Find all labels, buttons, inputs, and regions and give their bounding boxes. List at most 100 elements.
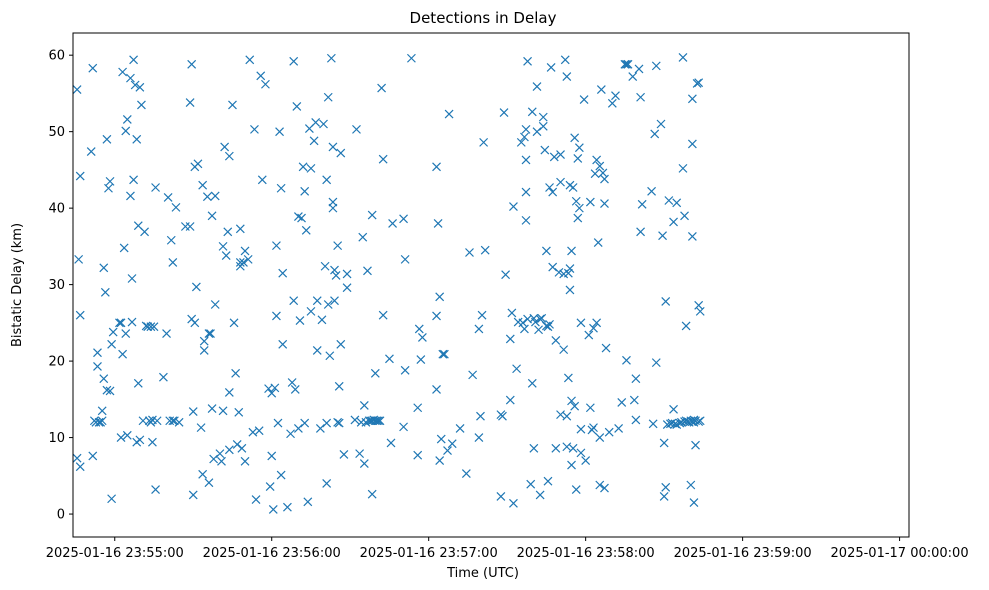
data-point — [687, 139, 697, 149]
data-point — [546, 62, 556, 72]
data-point — [210, 300, 220, 309]
data-point — [237, 443, 247, 453]
data-point — [325, 351, 335, 361]
data-point — [651, 358, 661, 368]
data-point — [99, 374, 109, 384]
data-point — [322, 175, 332, 185]
data-point — [250, 124, 259, 134]
data-point — [303, 497, 313, 507]
data-point — [672, 198, 682, 208]
data-point — [565, 264, 575, 273]
data-point — [328, 203, 338, 213]
data-point — [228, 100, 237, 110]
y-tick-label: 10 — [48, 431, 65, 446]
data-point — [545, 319, 554, 329]
data-point — [127, 317, 137, 327]
data-point — [290, 384, 300, 394]
data-point — [534, 325, 543, 335]
data-point — [435, 456, 445, 465]
data-point — [306, 306, 316, 316]
data-point — [647, 186, 657, 196]
data-point — [563, 373, 573, 383]
data-point — [265, 482, 275, 491]
data-point — [334, 381, 344, 391]
data-point — [105, 176, 115, 186]
data-point — [140, 227, 150, 237]
data-point — [581, 456, 591, 465]
data-point — [278, 339, 288, 349]
data-point — [86, 147, 96, 156]
data-point — [97, 416, 107, 426]
data-point — [166, 235, 176, 245]
data-point — [72, 85, 82, 95]
data-point — [512, 364, 522, 374]
x-axis-ticks: 2025-01-16 23:55:00 2025-01-16 23:56:00 20… — [46, 537, 969, 561]
data-point — [256, 71, 266, 81]
data-point — [229, 318, 239, 328]
data-point — [207, 404, 217, 413]
data-point — [496, 492, 506, 501]
data-point — [272, 241, 281, 251]
data-point — [370, 368, 380, 378]
data-point — [126, 191, 135, 201]
data-point — [88, 63, 98, 73]
data-point — [593, 238, 603, 247]
data-point — [367, 489, 377, 499]
data-point — [532, 127, 542, 137]
data-point — [300, 186, 310, 196]
data-point — [276, 183, 286, 193]
data-point — [629, 395, 639, 405]
data-point — [691, 440, 700, 450]
data-point — [565, 285, 575, 295]
data-point — [107, 339, 117, 349]
data-point — [592, 318, 602, 328]
data-point — [538, 112, 548, 122]
data-point — [127, 274, 137, 283]
data-point — [399, 214, 408, 224]
data-point — [499, 108, 509, 117]
data-point — [217, 456, 226, 466]
data-point — [367, 210, 377, 220]
data-point — [130, 80, 140, 90]
data-point — [372, 416, 382, 426]
data-point — [656, 119, 666, 129]
data-point — [590, 169, 600, 179]
data-point — [224, 151, 234, 161]
data-point — [585, 403, 595, 413]
data-point — [245, 55, 255, 65]
chart-title: Detections in Delay — [410, 9, 557, 27]
data-point — [121, 329, 131, 338]
data-point — [207, 211, 217, 221]
data-point — [661, 297, 671, 306]
data-point — [297, 213, 306, 223]
data-point — [333, 241, 343, 251]
data-point — [119, 243, 129, 253]
data-point — [535, 490, 545, 500]
data-point — [568, 183, 578, 192]
data-point — [323, 92, 333, 102]
data-point — [292, 101, 302, 111]
data-points — [72, 53, 705, 514]
data-point — [312, 345, 322, 355]
data-point — [567, 460, 576, 470]
data-point — [240, 246, 250, 256]
data-point — [275, 127, 284, 137]
data-point — [562, 72, 572, 82]
data-point — [545, 183, 554, 192]
data-point — [543, 476, 553, 486]
data-point — [322, 479, 332, 488]
data-point — [278, 268, 288, 278]
data-point — [595, 161, 605, 171]
data-point — [198, 180, 208, 190]
data-point — [527, 107, 537, 117]
data-point — [620, 59, 630, 69]
data-point — [468, 370, 478, 380]
data-point — [206, 329, 215, 338]
data-point — [521, 215, 531, 225]
data-point — [695, 416, 705, 426]
data-point — [163, 193, 173, 202]
data-point — [477, 310, 487, 320]
data-point — [375, 416, 385, 426]
data-point — [551, 336, 561, 345]
